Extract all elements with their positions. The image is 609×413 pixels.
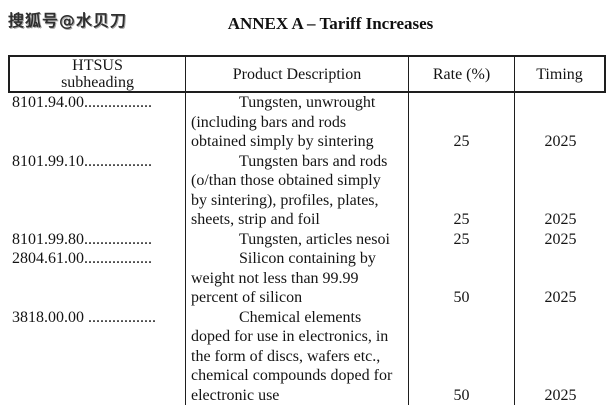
table-row: 8101.94.00................. Tungsten, un… (8, 93, 606, 152)
timing-value: 2025 (544, 133, 577, 150)
htsus-code-cell: 8101.99.10................. (12, 152, 152, 170)
col-header-description: Product Description (185, 57, 408, 91)
timing-cell: 2025 (514, 249, 606, 308)
table-row: 3818.00.00 ................. Chemical el… (8, 307, 606, 405)
htsus-code-cell: 2804.61.00................. (12, 250, 152, 267)
rate-value: 25 (453, 230, 470, 248)
rate-value: 25 (453, 211, 470, 228)
rate-cell: 25 (408, 151, 514, 230)
description-cell: Tungsten, articles nesoi (185, 229, 408, 249)
rate-value: 50 (453, 289, 470, 306)
timing-cell: 2025 (514, 229, 606, 249)
timing-value: 2025 (544, 230, 577, 248)
table-row: 8101.99.80................. Tungsten, ar… (8, 229, 606, 249)
table-row: 8101.99.10................. Tungsten bar… (8, 151, 606, 230)
rate-cell: 25 (408, 93, 514, 152)
rate-cell: 50 (408, 307, 514, 405)
rate-value: 50 (453, 386, 470, 404)
htsus-code-cell: 8101.94.00................. (12, 94, 152, 111)
description-cell: Silicon containing by weight not less th… (185, 249, 408, 308)
description-cell: Chemical elements doped for use in elect… (185, 307, 408, 405)
col-header-timing: Timing (514, 57, 604, 91)
table-row: 2804.61.00................. Silicon cont… (8, 249, 606, 308)
page-title: ANNEX A – Tariff Increases (227, 14, 434, 33)
table-body: 8101.94.00................. Tungsten, un… (8, 93, 606, 407)
timing-cell: 2025 (514, 151, 606, 230)
rate-value: 25 (453, 133, 470, 150)
tariff-table: HTSUS subheading Product Description Rat… (8, 55, 606, 407)
timing-cell: 2025 (514, 93, 606, 152)
col-header-htsus: HTSUS subheading (61, 57, 134, 91)
rate-cell: 50 (408, 249, 514, 308)
col-header-rate: Rate (%) (408, 57, 514, 91)
rate-cell: 25 (408, 229, 514, 249)
watermark: 搜狐号@水贝刀 (8, 11, 128, 30)
timing-cell: 2025 (514, 307, 606, 405)
htsus-code-cell: 8101.99.80................. (12, 230, 152, 248)
description-cell: Tungsten, unwrought (including bars and … (185, 93, 408, 152)
description-cell: Tungsten bars and rods (o/than those obt… (185, 151, 408, 230)
timing-value: 2025 (544, 211, 577, 228)
table-header-row: HTSUS subheading Product Description Rat… (8, 55, 606, 93)
htsus-code-cell: 3818.00.00 ................. (12, 308, 156, 326)
timing-value: 2025 (544, 386, 577, 404)
timing-value: 2025 (544, 289, 577, 306)
